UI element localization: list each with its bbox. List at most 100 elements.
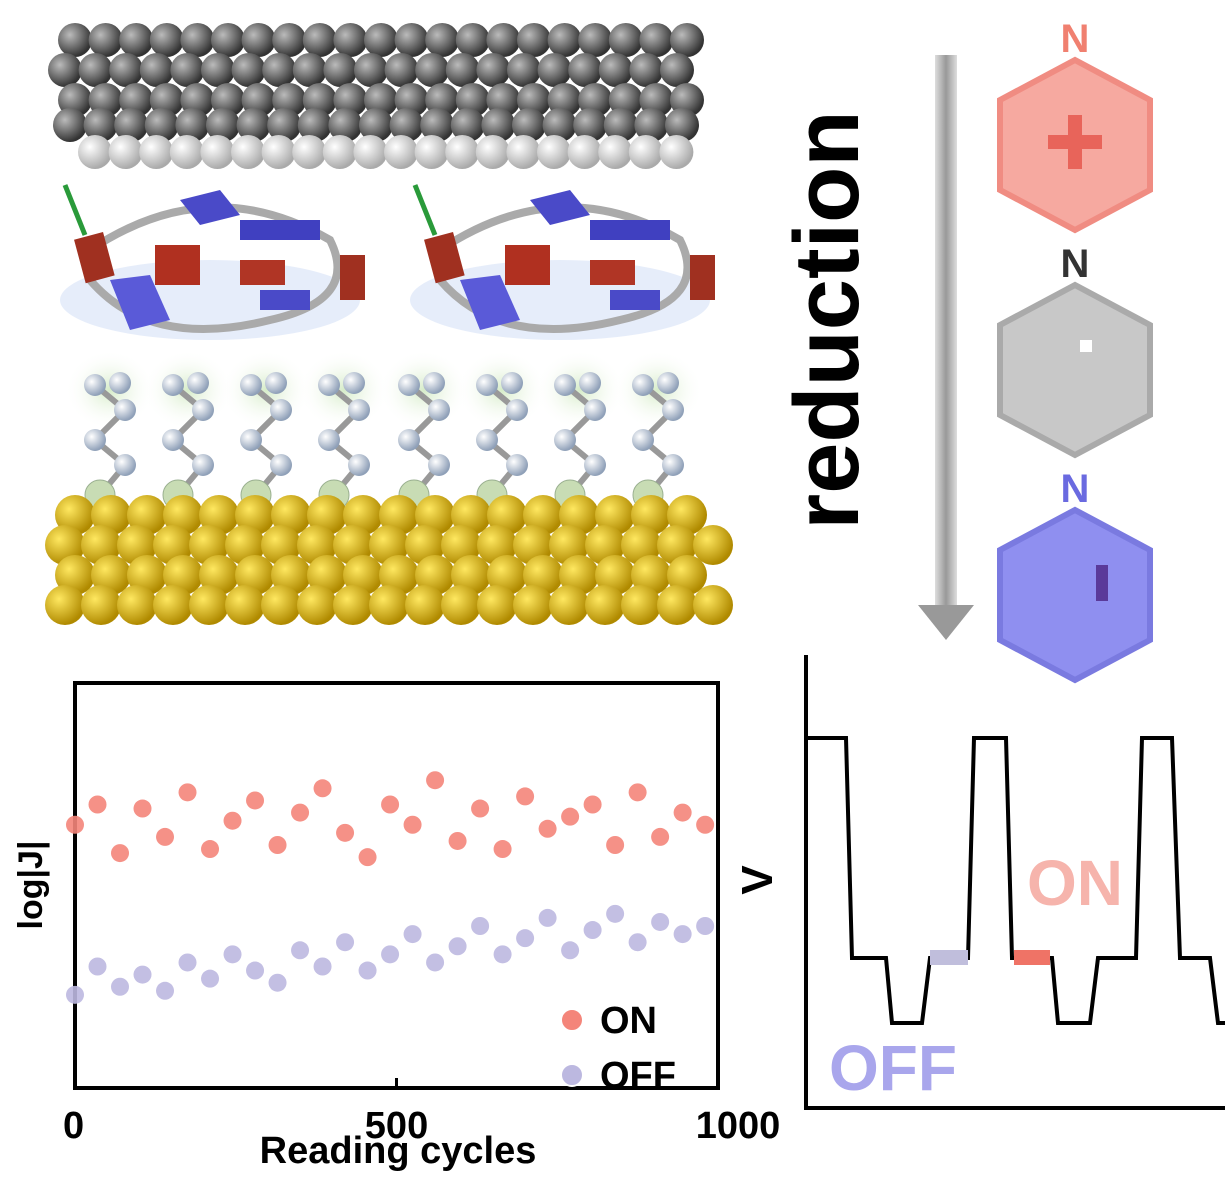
atom <box>632 429 654 451</box>
data-point <box>516 787 534 805</box>
on-level <box>1014 950 1050 965</box>
hexagon-reduced <box>1000 510 1150 680</box>
atom <box>445 135 479 169</box>
atom <box>384 135 418 169</box>
data-point <box>696 816 714 834</box>
atom <box>395 23 429 57</box>
glow <box>65 350 155 430</box>
atom <box>579 372 601 394</box>
ring <box>240 220 320 240</box>
arrow-head <box>918 605 974 640</box>
figure: reduction N N N V ON OFF Reading cycles … <box>0 0 1225 1193</box>
atom <box>476 53 510 87</box>
data-point <box>674 804 692 822</box>
atom <box>200 135 234 169</box>
ring <box>590 220 670 240</box>
atom <box>629 53 663 87</box>
atom <box>428 399 450 421</box>
atom <box>639 23 673 57</box>
data-point <box>269 974 287 992</box>
atom <box>599 53 633 87</box>
atom <box>180 23 214 57</box>
atom <box>415 135 449 169</box>
atom <box>162 374 184 396</box>
data-point <box>539 909 557 927</box>
nitrogen-label: N <box>1061 242 1090 286</box>
atom <box>109 372 131 394</box>
atom <box>303 23 337 57</box>
atom <box>609 23 643 57</box>
atom <box>537 135 571 169</box>
atom <box>45 585 85 625</box>
on-state-label: ON <box>1027 847 1123 919</box>
data-point <box>134 966 152 984</box>
atom <box>584 454 606 476</box>
atom <box>506 454 528 476</box>
atom <box>53 108 87 142</box>
atom <box>538 53 572 87</box>
data-point <box>66 986 84 1004</box>
ring <box>690 255 715 300</box>
data-point <box>156 982 174 1000</box>
atom <box>629 135 663 169</box>
hexagon-radical <box>1000 285 1150 455</box>
atom <box>292 135 326 169</box>
atom <box>318 429 340 451</box>
glow <box>379 350 469 430</box>
data-point <box>426 771 444 789</box>
atom <box>270 454 292 476</box>
data-point <box>359 848 377 866</box>
atom <box>513 585 553 625</box>
data-point <box>471 800 489 818</box>
atom <box>476 374 498 396</box>
data-point <box>246 791 264 809</box>
atom <box>192 454 214 476</box>
atom <box>109 135 143 169</box>
atom <box>272 23 306 57</box>
data-point <box>674 925 692 943</box>
atom <box>58 23 92 57</box>
atom <box>568 53 602 87</box>
glow <box>299 350 389 430</box>
data-point <box>606 905 624 923</box>
data-point <box>201 840 219 858</box>
atom <box>84 429 106 451</box>
ring <box>340 255 365 300</box>
data-point <box>224 812 242 830</box>
data-point <box>449 832 467 850</box>
y-axis-label: log|J| <box>12 841 50 930</box>
data-point <box>89 796 107 814</box>
legend-marker <box>561 1064 583 1086</box>
atom <box>225 585 265 625</box>
atom <box>476 135 510 169</box>
atom <box>585 585 625 625</box>
atom <box>84 374 106 396</box>
data-point <box>89 958 107 976</box>
atom <box>201 53 235 87</box>
atom <box>297 585 337 625</box>
atom <box>170 53 204 87</box>
data-point <box>651 913 669 931</box>
data-point <box>291 941 309 959</box>
atom <box>139 135 173 169</box>
atom <box>425 23 459 57</box>
atom <box>517 23 551 57</box>
atom <box>333 585 373 625</box>
atom <box>441 585 481 625</box>
data-point <box>561 941 579 959</box>
atom <box>79 53 113 87</box>
atom <box>568 135 602 169</box>
atom <box>662 399 684 421</box>
data-point <box>494 945 512 963</box>
atom <box>114 399 136 421</box>
atom <box>584 399 606 421</box>
atom <box>240 429 262 451</box>
data-point <box>314 958 332 976</box>
nitrogen-label: N <box>1061 467 1090 511</box>
atom <box>48 53 82 87</box>
atom <box>554 374 576 396</box>
data-point <box>291 804 309 822</box>
atom <box>486 23 520 57</box>
data-point <box>539 820 557 838</box>
atom <box>114 454 136 476</box>
